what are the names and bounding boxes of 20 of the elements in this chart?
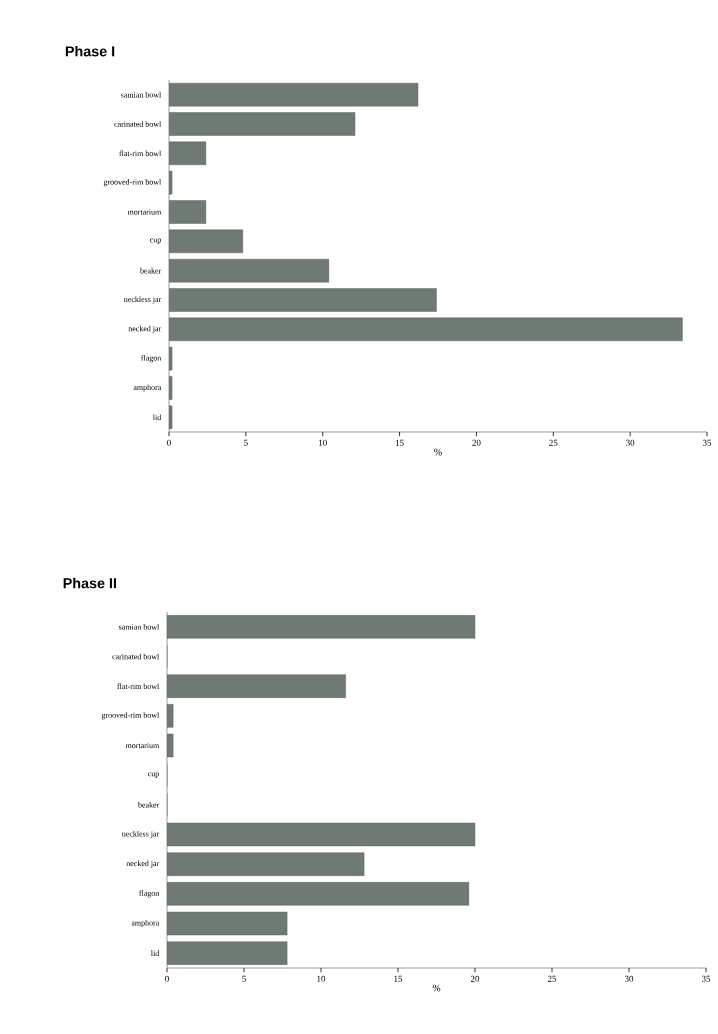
x-tick-label: 35 xyxy=(702,439,712,446)
x-tick-label: 15 xyxy=(395,439,404,446)
x-tick-label: 5 xyxy=(244,439,248,446)
x-tick-label: 10 xyxy=(319,439,327,446)
x-axis-title: % xyxy=(434,448,442,456)
x-tick-label: 30 xyxy=(624,975,634,982)
x-tick-label: 0 xyxy=(167,439,171,446)
chart-title: Phase II xyxy=(63,577,116,589)
x-axis-title: % xyxy=(432,984,441,992)
x-tick-label: 30 xyxy=(626,439,635,446)
x-tick-label: 25 xyxy=(547,975,557,982)
x-tick-label: 5 xyxy=(242,975,246,982)
x-tick-label: 0 xyxy=(165,975,169,982)
chart-title: Phase I xyxy=(65,45,115,57)
x-tick-label: 20 xyxy=(472,439,481,446)
x-tick-label: 10 xyxy=(317,975,326,982)
x-tick-label: 35 xyxy=(701,975,711,982)
x-tick-label: 15 xyxy=(394,975,403,982)
x-tick-label: 25 xyxy=(549,439,558,446)
x-tick-label: 20 xyxy=(470,975,480,982)
